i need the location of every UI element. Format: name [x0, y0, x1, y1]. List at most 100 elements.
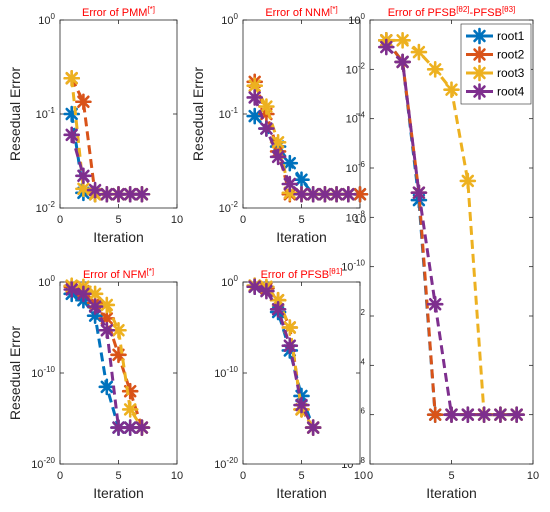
data-point-root4: [75, 167, 92, 185]
data-point-root4: [410, 184, 428, 201]
legend-marker-root2: [471, 46, 488, 63]
x-tick-label: 10: [354, 214, 366, 226]
y-tick-label: 100: [348, 12, 365, 27]
series-root4: [63, 281, 151, 436]
panel-nnm: 10-2 10-1 100 0 5 10 Iteration Resedual Error Er…: [190, 5, 369, 245]
y-tick-label: 10-20: [31, 456, 55, 471]
data-point-root4: [258, 120, 275, 137]
x-tick-label: 0: [240, 214, 246, 226]
y-tick-label: 10-2: [219, 200, 239, 215]
data-point-root3: [410, 43, 428, 61]
chart-title: Error of PFSB[θ1]: [261, 267, 343, 281]
legend-marker-root3: [471, 64, 488, 82]
x-axis-label: Iteration: [93, 485, 144, 501]
data-point-root3: [75, 180, 92, 198]
data-point-root4: [246, 89, 264, 106]
y-tick-label: 10-4: [346, 111, 366, 126]
data-point-root3: [394, 32, 411, 49]
data-point-root4: [246, 278, 264, 296]
y-tick-label: 10-20: [214, 456, 238, 471]
data-point-root4: [75, 285, 92, 303]
x-tick-label: 10: [171, 214, 183, 226]
data-point-root4: [492, 406, 509, 423]
x-tick-label: 0: [240, 470, 246, 482]
data-point-root4: [63, 281, 80, 298]
x-axis-label: Iteration: [93, 229, 144, 245]
data-point-root4: [258, 282, 275, 300]
data-point-root3: [269, 291, 287, 309]
chart-title: Error of PFSB[θ2]-PFSB[θ3]: [388, 5, 516, 19]
axes-box: [242, 281, 361, 465]
data-point-root4: [475, 406, 493, 423]
legend-label-root4: root4: [497, 85, 525, 99]
y-tick-label: 100: [38, 274, 55, 289]
panel-pfsb1: 10-20 10-10 100 0 5 10 Iteration Error of PFSB[…: [214, 267, 366, 501]
data-point-root4: [86, 298, 104, 315]
legend-label-root1: root1: [497, 29, 525, 43]
x-tick-label: 10: [171, 470, 183, 482]
data-point-root1: [293, 171, 310, 188]
legend-label-root3: root3: [497, 66, 525, 80]
legend: root1 root2 root3 root4: [460, 23, 532, 105]
data-point-root4: [133, 185, 151, 203]
y-axis-label: Resedual Error: [7, 326, 23, 420]
data-point-root4: [426, 295, 444, 313]
x-axis-label: Iteration: [276, 229, 327, 245]
data-point-root3: [459, 172, 477, 190]
data-point-root3: [121, 401, 139, 418]
data-point-root1: [281, 154, 299, 172]
y-axis-label: Resedual Error: [7, 67, 23, 161]
data-point-root4: [281, 337, 299, 355]
chart-title: Error of NNM[*]: [265, 5, 337, 19]
y-tick-label: 10-8: [346, 209, 366, 224]
data-point-root4: [316, 185, 334, 203]
series-root4: [246, 278, 322, 436]
panel-nfm: 10-20 10-10 100 0 5 10 Iteration Resedual Error…: [7, 267, 183, 501]
y-tick-label: 10-10: [214, 365, 238, 380]
legend-marker-root4: [471, 83, 488, 100]
data-point-root2: [75, 93, 92, 111]
data-point-root4: [63, 126, 80, 144]
data-point-root1: [246, 107, 264, 125]
y-tick-label: 10-2: [36, 200, 56, 215]
x-tick-label: 5: [448, 470, 454, 482]
data-point-root4: [86, 181, 104, 199]
data-point-root3: [443, 81, 460, 98]
data-point-root4: [269, 300, 287, 318]
data-point-root4: [304, 419, 322, 436]
legend-marker-root1: [471, 27, 488, 45]
y-tick-label: 10-6: [346, 160, 366, 175]
y-tick-label: 10-2: [346, 61, 366, 76]
data-point-root4: [394, 53, 411, 71]
panel-pfsb2: 10-1810-1610-1410-1210-1010-810-610-410-…: [341, 5, 539, 501]
data-point-root4: [339, 185, 357, 203]
series-root4: [246, 89, 357, 203]
x-tick-label: 0: [57, 470, 63, 482]
y-tick-label: 10-1: [219, 106, 239, 121]
x-tick-label: 5: [298, 214, 304, 226]
x-axis-label: Iteration: [426, 485, 477, 501]
y-tick-label: 10-10: [31, 365, 55, 380]
series-root4: [63, 126, 151, 203]
y-tick-label: 100: [38, 12, 55, 27]
data-point-root3: [98, 296, 116, 314]
x-tick-label: 0: [57, 214, 63, 226]
legend-label-root2: root2: [497, 48, 525, 62]
chart-title: Error of NFM[*]: [83, 267, 154, 281]
series-root4: [377, 38, 526, 423]
y-tick-label: 10-10: [341, 259, 365, 274]
chart-title: Error of PMM[*]: [82, 5, 155, 19]
data-point-root2: [121, 382, 139, 400]
x-tick-label: 10: [354, 470, 366, 482]
data-point-root3: [426, 61, 444, 78]
data-point-root4: [281, 175, 299, 193]
x-axis-label: Iteration: [276, 485, 327, 501]
data-point-root4: [459, 406, 477, 423]
x-tick-label: 5: [115, 470, 121, 482]
data-point-root4: [98, 321, 116, 339]
x-tick-label: 5: [115, 214, 121, 226]
data-point-root4: [98, 185, 116, 203]
data-point-root4: [269, 148, 287, 166]
data-point-root3: [269, 134, 287, 151]
